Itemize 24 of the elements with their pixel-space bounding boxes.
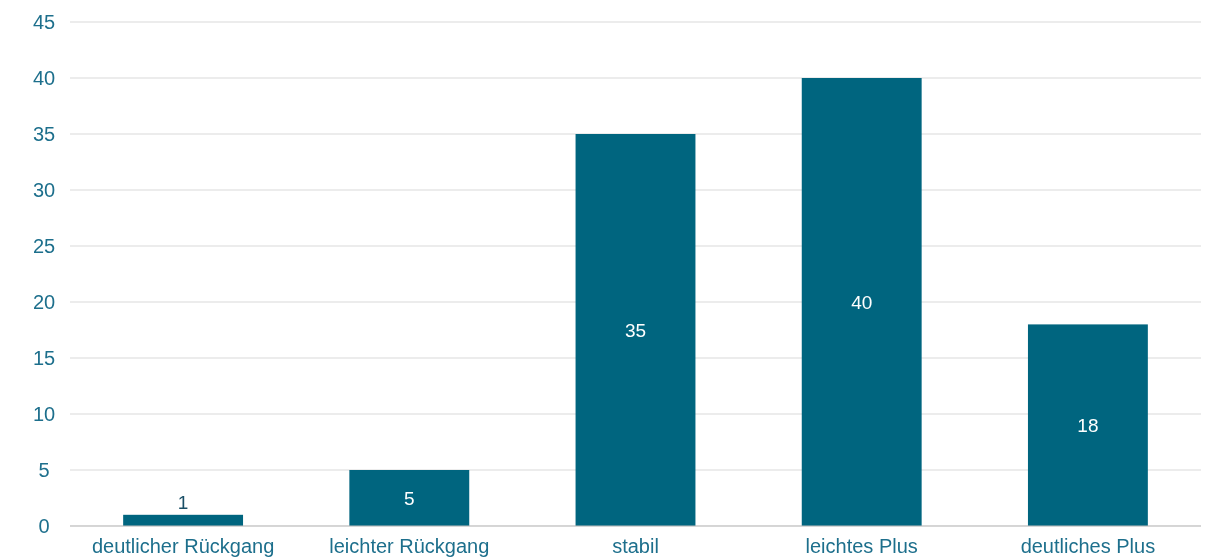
bar	[1027, 324, 1148, 526]
data-label: 35	[624, 319, 647, 341]
y-tick-label: 25	[32, 235, 56, 257]
x-tick-label: deutliches Plus	[1020, 535, 1156, 557]
x-tick-label: stabil	[612, 535, 659, 557]
bar	[349, 470, 470, 526]
y-tick-label: 20	[32, 291, 56, 313]
data-label: 40	[851, 291, 873, 313]
x-tick-label: deutlicher Rückgang	[91, 535, 275, 557]
y-tick-label: 40	[32, 67, 56, 89]
y-tick-label: 0	[38, 515, 50, 537]
y-tick-label: 15	[32, 347, 56, 369]
data-label: 18	[1077, 414, 1099, 436]
y-tick-label: 30	[32, 179, 56, 201]
bar	[801, 78, 922, 526]
y-tick-label: 10	[32, 403, 56, 425]
y-tick-label: 5	[38, 459, 50, 481]
x-tick-label: leichtes Plus	[805, 535, 918, 557]
data-label: 5	[404, 487, 415, 509]
bar	[575, 134, 696, 526]
data-label: 1	[177, 491, 189, 513]
x-tick-label: leichter Rückgang	[329, 535, 490, 557]
y-tick-label: 35	[32, 123, 56, 145]
y-tick-label: 45	[32, 11, 56, 33]
